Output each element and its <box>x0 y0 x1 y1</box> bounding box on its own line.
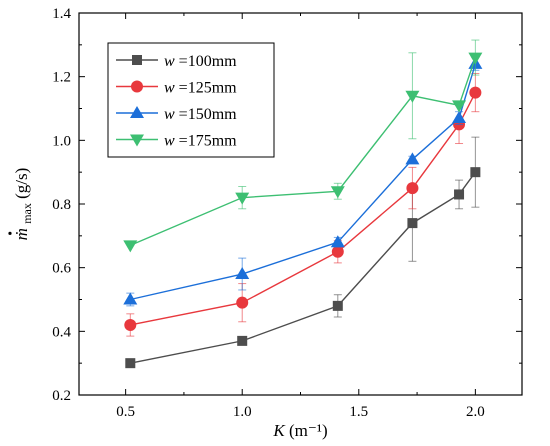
legend-label-var: w <box>164 53 175 70</box>
y-axis-title: ṁ max (g/s) <box>12 168 35 241</box>
data-point <box>454 189 465 200</box>
data-point <box>123 240 138 253</box>
legend-marker <box>132 55 142 65</box>
y-axis-title-sub: max <box>20 203 34 224</box>
y-axis: 0.2 0.4 0.6 0.8 1.0 1.2 1.4 <box>52 6 522 404</box>
data-point <box>332 300 343 311</box>
x-tick-label: 0.5 <box>116 404 135 420</box>
data-point <box>405 90 420 103</box>
y-tick-label: 0.8 <box>52 197 71 213</box>
legend-label-value: =175mm <box>175 133 237 150</box>
legend-item: w =175mm <box>116 133 237 150</box>
x-axis: 0.5 1.0 1.5 2.0 <box>116 13 485 420</box>
data-point <box>124 318 137 331</box>
y-tick-label: 1.4 <box>52 6 71 22</box>
data-point <box>237 335 248 346</box>
legend-label: w =175mm <box>164 133 237 150</box>
data-point <box>407 218 418 229</box>
data-point <box>330 235 345 248</box>
data-point <box>452 111 467 124</box>
dot-accent <box>8 231 12 235</box>
legend-item: w =125mm <box>116 80 237 97</box>
legend-item: w =150mm <box>116 106 237 123</box>
y-tick-label: 1.2 <box>52 70 71 86</box>
y-tick-label: 0.6 <box>52 261 71 277</box>
legend-marker <box>130 134 144 147</box>
legend-label-value: =100mm <box>175 53 237 70</box>
data-point <box>123 292 138 305</box>
data-point <box>470 167 481 178</box>
legend-label-var: w <box>164 133 175 150</box>
y-tick-label: 0.2 <box>52 388 71 404</box>
data-point <box>235 267 250 280</box>
x-tick-label: 2.0 <box>466 404 485 420</box>
series-3 <box>123 39 483 253</box>
legend-label-var: w <box>164 106 175 123</box>
data-point <box>125 358 136 369</box>
legend-item: w =100mm <box>116 53 237 70</box>
data-point <box>330 186 345 199</box>
data-point <box>469 86 482 99</box>
legend-label: w =150mm <box>164 106 237 123</box>
x-tick-label: 1.5 <box>349 404 368 420</box>
legend-label: w =125mm <box>164 80 237 97</box>
y-axis-title-unit: (g/s) <box>12 168 31 199</box>
series-layer <box>123 39 483 369</box>
data-point <box>236 296 249 309</box>
data-point <box>235 192 250 205</box>
y-axis-title-accent <box>8 231 12 235</box>
data-point <box>331 245 344 258</box>
legend-label-value: =150mm <box>175 106 237 123</box>
legend-label-var: w <box>164 80 175 97</box>
x-axis-title-unit: (m⁻¹) <box>289 421 328 440</box>
x-axis-title: K (m⁻¹) <box>272 421 327 440</box>
x-tick-label: 1.0 <box>233 404 252 420</box>
series-line <box>130 63 477 301</box>
x-axis-title-var: K <box>272 421 286 440</box>
data-point <box>468 52 483 65</box>
series-line <box>130 57 477 247</box>
y-tick-label: 1.0 <box>52 133 71 149</box>
data-point <box>406 182 419 195</box>
y-axis-title-var: ṁ <box>12 228 31 240</box>
data-point <box>405 152 420 165</box>
data-point <box>452 100 467 113</box>
series-0 <box>125 136 481 369</box>
legend-marker <box>131 80 143 93</box>
legend-label-value: =125mm <box>175 80 237 97</box>
series-line <box>130 171 476 364</box>
y-tick-label: 0.4 <box>52 324 71 340</box>
legend-label: w =100mm <box>164 53 237 70</box>
legend-marker <box>130 106 144 118</box>
